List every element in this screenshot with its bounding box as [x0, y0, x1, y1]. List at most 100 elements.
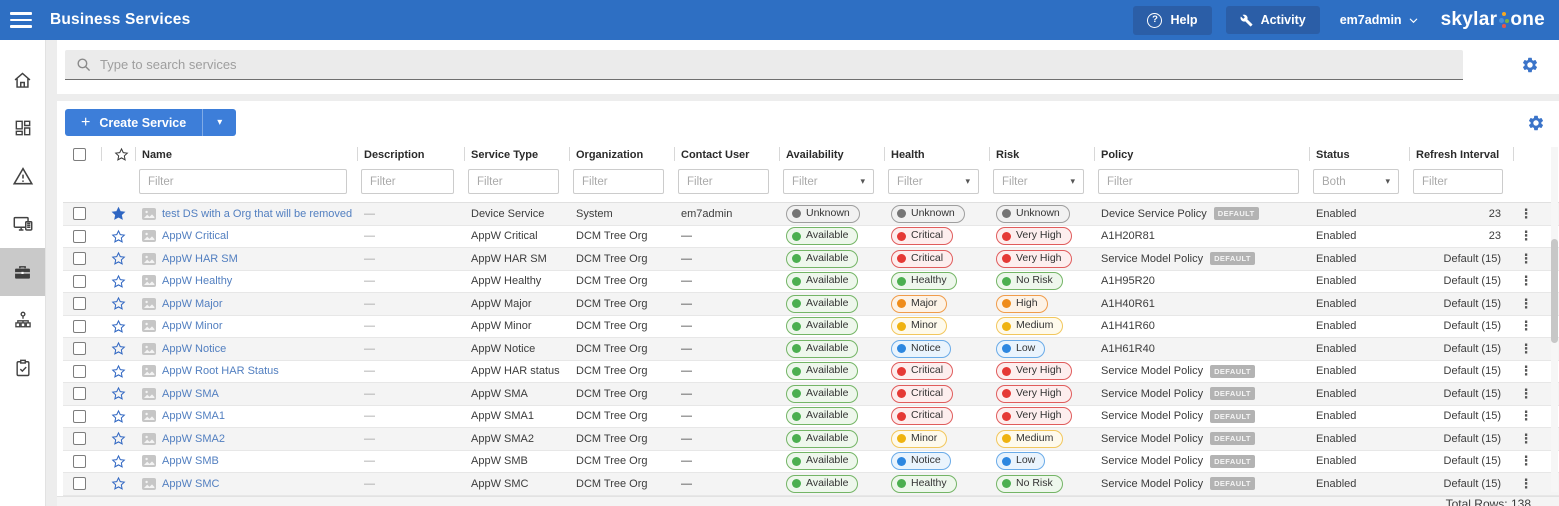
row-checkbox[interactable]	[73, 364, 86, 378]
filter-service-type-input[interactable]	[468, 169, 559, 194]
search-bar[interactable]	[65, 50, 1463, 80]
sidebar-item-events[interactable]	[0, 152, 45, 200]
row-checkbox[interactable]	[73, 432, 86, 446]
row-checkbox[interactable]	[73, 387, 86, 401]
filter-policy-input[interactable]	[1098, 169, 1299, 194]
filter-description-input[interactable]	[361, 169, 454, 194]
filter-contact-user-input[interactable]	[678, 169, 769, 194]
row-star-toggle[interactable]	[101, 226, 135, 248]
row-star-toggle[interactable]	[101, 316, 135, 338]
table-settings-gear-icon[interactable]	[1527, 114, 1545, 132]
service-name-link[interactable]: AppW SMC	[162, 477, 220, 490]
table-scrollbar[interactable]	[1551, 147, 1558, 492]
row-checkbox[interactable]	[73, 297, 86, 311]
row-checkbox[interactable]	[73, 477, 86, 491]
filter-organization-input[interactable]	[573, 169, 664, 194]
row-star-toggle[interactable]	[101, 383, 135, 405]
create-service-dropdown-button[interactable]: ▾	[202, 109, 237, 136]
row-checkbox[interactable]	[73, 229, 86, 243]
filter-availability-select[interactable]: Filter ▾	[783, 169, 874, 194]
column-header-contact-user[interactable]: Contact User	[674, 144, 779, 165]
sidebar-item-tickets[interactable]	[0, 344, 45, 392]
briefcase-icon	[15, 265, 30, 279]
row-actions-menu[interactable]: ⋮	[1519, 430, 1533, 446]
row-actions-menu[interactable]: ⋮	[1519, 363, 1533, 379]
row-star-toggle[interactable]	[101, 203, 135, 225]
scrollbar-thumb[interactable]	[1551, 239, 1558, 343]
column-header-refresh-interval[interactable]: Refresh Interval	[1409, 144, 1513, 165]
service-name-link[interactable]: AppW SMA2	[162, 432, 225, 445]
row-star-toggle[interactable]	[101, 338, 135, 360]
filter-refresh-interval-input[interactable]	[1413, 169, 1503, 194]
row-star-toggle[interactable]	[101, 293, 135, 315]
sidebar-item-devices[interactable]	[0, 200, 45, 248]
row-actions-menu[interactable]: ⋮	[1519, 250, 1533, 266]
sidebar-item-service-hierarchy[interactable]	[0, 296, 45, 344]
column-header-status[interactable]: Status	[1309, 144, 1409, 165]
user-menu[interactable]: em7admin	[1340, 13, 1419, 27]
service-name-link[interactable]: AppW Root HAR Status	[162, 365, 279, 378]
list-view-toggle-icon[interactable]	[1483, 58, 1501, 72]
column-header-availability[interactable]: Availability	[779, 144, 884, 165]
row-checkbox[interactable]	[73, 252, 86, 266]
menu-toggle-icon[interactable]	[10, 12, 32, 28]
filter-name-input[interactable]	[139, 169, 347, 194]
service-name-link[interactable]: AppW Minor	[162, 320, 223, 333]
row-actions-menu[interactable]: ⋮	[1519, 475, 1533, 491]
service-name-link[interactable]: AppW Healthy	[162, 275, 233, 288]
search-input[interactable]	[100, 57, 1453, 72]
column-header-name[interactable]: Name	[135, 144, 357, 165]
row-actions-menu[interactable]: ⋮	[1519, 408, 1533, 424]
row-actions-menu[interactable]: ⋮	[1519, 228, 1533, 244]
favorite-column-star-icon[interactable]	[114, 147, 129, 162]
column-header-service-type[interactable]: Service Type	[464, 144, 569, 165]
service-name-link[interactable]: AppW Notice	[162, 342, 227, 355]
row-checkbox[interactable]	[73, 274, 86, 288]
row-actions-menu[interactable]: ⋮	[1519, 453, 1533, 469]
filter-health-select[interactable]: Filter ▾	[888, 169, 979, 194]
filter-risk-select[interactable]: Filter ▾	[993, 169, 1084, 194]
column-header-policy[interactable]: Policy	[1094, 144, 1309, 165]
column-header-risk[interactable]: Risk	[989, 144, 1094, 165]
status-dot	[1002, 411, 1011, 421]
service-name-link[interactable]: AppW SMA1	[162, 410, 225, 423]
row-actions-menu[interactable]: ⋮	[1519, 295, 1533, 311]
create-service-button[interactable]: + Create Service	[65, 109, 203, 136]
row-actions-menu[interactable]: ⋮	[1519, 318, 1533, 334]
select-all-checkbox[interactable]	[73, 148, 86, 161]
service-name-link[interactable]: AppW Major	[162, 297, 223, 310]
row-checkbox[interactable]	[73, 342, 86, 356]
service-name-link[interactable]: AppW Critical	[162, 230, 229, 243]
row-star-toggle[interactable]	[101, 473, 135, 495]
activity-button[interactable]: Activity	[1225, 6, 1320, 34]
row-star-toggle[interactable]	[101, 451, 135, 473]
row-star-toggle[interactable]	[101, 248, 135, 270]
row-checkbox[interactable]	[73, 207, 86, 221]
row-checkbox[interactable]	[73, 454, 86, 468]
availability-badge: Available	[786, 362, 859, 381]
row-star-toggle[interactable]	[101, 361, 135, 383]
column-header-description[interactable]: Description	[357, 144, 464, 165]
sidebar-item-dashboards[interactable]	[0, 104, 45, 152]
row-checkbox[interactable]	[73, 409, 86, 423]
column-header-health[interactable]: Health	[884, 144, 989, 165]
search-settings-gear-icon[interactable]	[1521, 56, 1539, 74]
row-actions-menu[interactable]: ⋮	[1519, 340, 1533, 356]
row-actions-menu[interactable]: ⋮	[1519, 273, 1533, 289]
service-name-link[interactable]: test DS with a Org that will be removed	[162, 207, 353, 220]
help-button[interactable]: ? Help	[1133, 5, 1212, 35]
column-header-organization[interactable]: Organization	[569, 144, 674, 165]
row-actions-menu[interactable]: ⋮	[1519, 205, 1533, 221]
cell-description: —	[364, 410, 375, 423]
filter-status-select[interactable]: Both ▾	[1313, 169, 1399, 194]
service-name-link[interactable]: AppW HAR SM	[162, 252, 238, 265]
row-star-toggle[interactable]	[101, 428, 135, 450]
sidebar-item-business-services[interactable]	[0, 248, 45, 296]
service-name-link[interactable]: AppW SMB	[162, 455, 219, 468]
row-star-toggle[interactable]	[101, 406, 135, 428]
row-star-toggle[interactable]	[101, 271, 135, 293]
service-name-link[interactable]: AppW SMA	[162, 387, 219, 400]
row-checkbox[interactable]	[73, 319, 86, 333]
sidebar-item-home[interactable]	[0, 56, 45, 104]
row-actions-menu[interactable]: ⋮	[1519, 385, 1533, 401]
